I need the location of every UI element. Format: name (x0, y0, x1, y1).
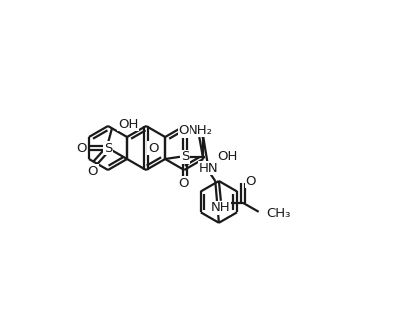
Text: O: O (76, 142, 86, 154)
Text: O: O (179, 124, 189, 137)
Text: O: O (88, 165, 98, 178)
Text: S: S (104, 142, 112, 154)
Text: NH: NH (211, 201, 231, 214)
Text: O: O (246, 175, 256, 188)
Text: CH₃: CH₃ (267, 207, 291, 220)
Text: O: O (148, 142, 158, 154)
Text: OH: OH (217, 150, 237, 163)
Text: OH: OH (118, 118, 139, 131)
Text: S: S (181, 150, 189, 163)
Text: HN: HN (199, 162, 218, 175)
Text: O: O (179, 177, 189, 190)
Text: O: O (148, 142, 158, 154)
Text: NH₂: NH₂ (188, 124, 213, 137)
